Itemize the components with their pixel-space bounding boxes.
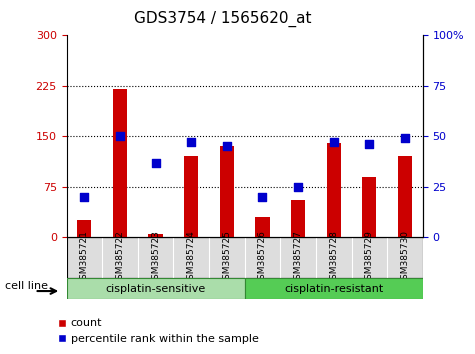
Text: GSM385730: GSM385730	[400, 230, 409, 285]
Bar	[77, 220, 91, 237]
Bar	[148, 234, 162, 237]
FancyBboxPatch shape	[245, 278, 423, 299]
Bar	[219, 147, 234, 237]
Bar	[184, 156, 199, 237]
Bar	[398, 156, 412, 237]
Legend: count, percentile rank within the sample: count, percentile rank within the sample	[53, 314, 263, 348]
Text: GSM385726: GSM385726	[258, 230, 267, 285]
Point	[187, 139, 195, 145]
Point	[366, 142, 373, 147]
Text: GDS3754 / 1565620_at: GDS3754 / 1565620_at	[134, 11, 312, 27]
Text: cisplatin-resistant: cisplatin-resistant	[284, 284, 383, 293]
Point	[330, 139, 337, 145]
Point	[80, 194, 88, 200]
Text: GSM385727: GSM385727	[294, 230, 303, 285]
Text: cell line: cell line	[5, 281, 48, 291]
Bar	[256, 217, 270, 237]
Point	[152, 160, 160, 165]
Text: GSM385725: GSM385725	[222, 230, 231, 285]
Bar	[327, 143, 341, 237]
Text: GSM385723: GSM385723	[151, 230, 160, 285]
Text: GSM385729: GSM385729	[365, 230, 374, 285]
Point	[116, 133, 124, 139]
Point	[258, 194, 266, 200]
Text: GSM385728: GSM385728	[329, 230, 338, 285]
Bar	[113, 89, 127, 237]
Point	[223, 144, 231, 149]
Text: cisplatin-sensitive: cisplatin-sensitive	[105, 284, 206, 293]
Text: GSM385721: GSM385721	[80, 230, 89, 285]
Point	[294, 184, 302, 190]
Bar	[291, 200, 305, 237]
Text: GSM385724: GSM385724	[187, 230, 196, 285]
Bar	[362, 177, 376, 237]
Text: GSM385722: GSM385722	[115, 230, 124, 285]
FancyBboxPatch shape	[66, 278, 245, 299]
Point	[401, 136, 408, 141]
